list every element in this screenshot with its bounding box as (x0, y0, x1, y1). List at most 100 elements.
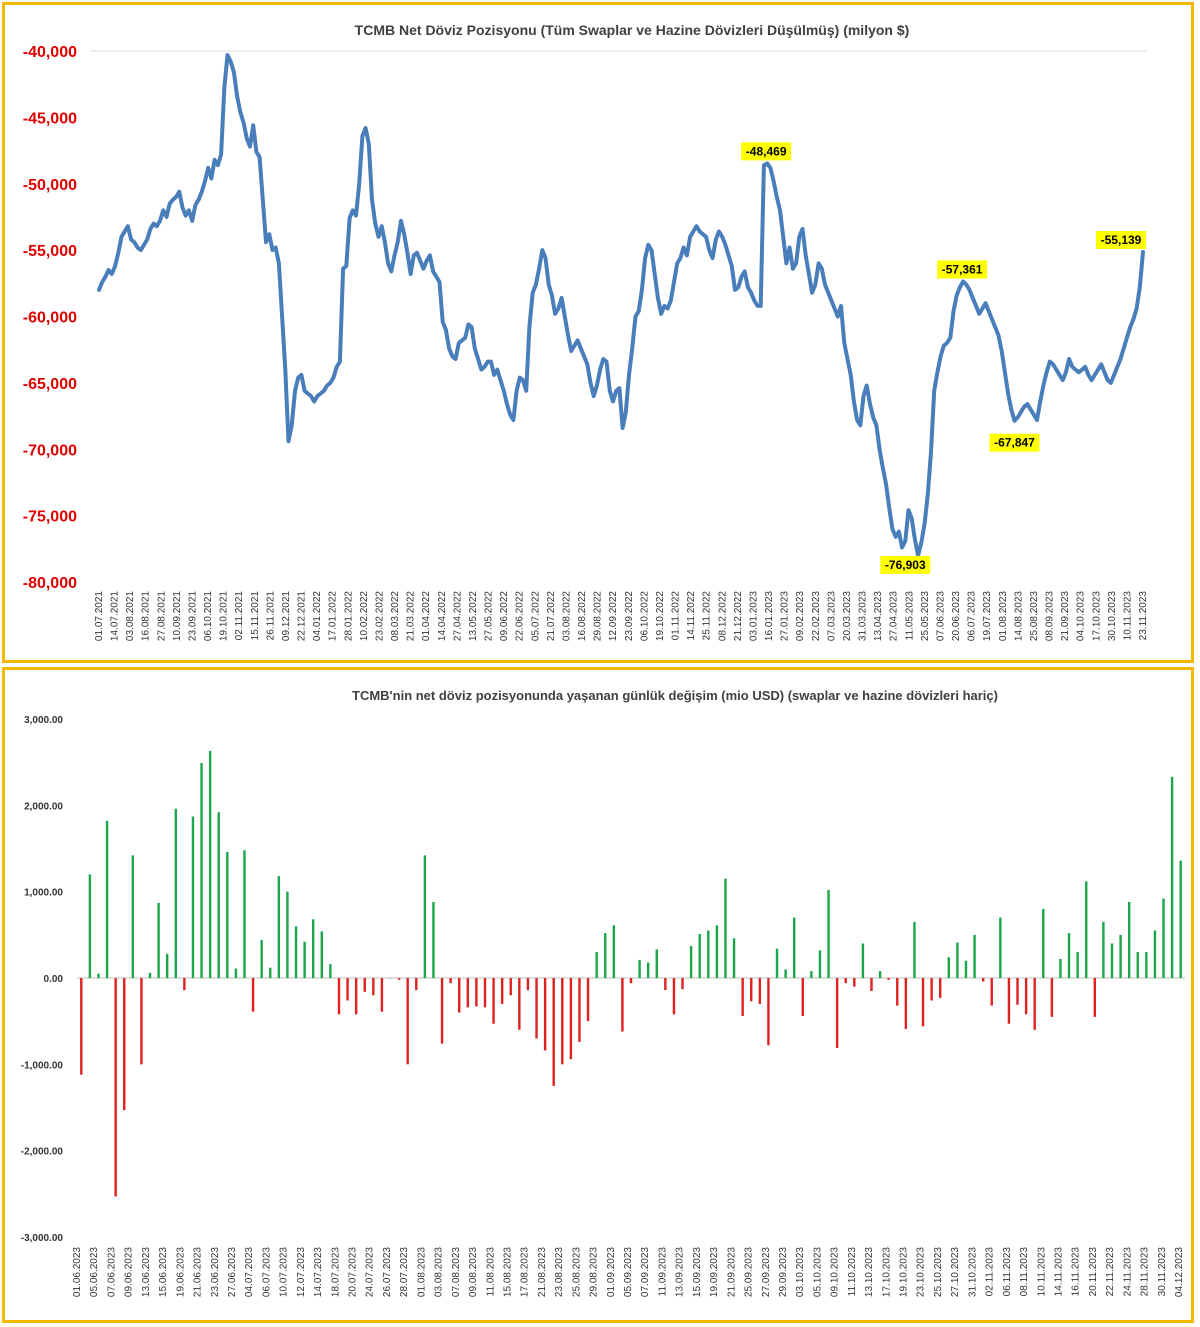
x-tick-label: 23.08.2023 (554, 1247, 565, 1297)
bar (835, 978, 839, 1048)
x-tick-label: 19.06.2023 (175, 1247, 186, 1297)
x-tick-label: 16.08.2021 (141, 591, 152, 641)
x-tick-label: 04.01.2022 (312, 591, 323, 641)
bar (1076, 952, 1079, 978)
x-tick-label: 13.05.2022 (468, 591, 479, 641)
bar (741, 978, 744, 1016)
x-tick-label: 23.02.2022 (374, 591, 385, 641)
x-tick-label: 09.06.2022 (499, 591, 510, 641)
y-tick-label: -65,000 (23, 376, 77, 393)
annotation-box (880, 555, 931, 574)
x-tick-label: 28.07.2023 (399, 1247, 410, 1297)
y-tick-label: -60,000 (23, 310, 77, 327)
bar (1102, 921, 1105, 978)
x-tick-label: 16.11.2023 (1071, 1247, 1082, 1297)
annotation: -48,469 (741, 142, 792, 161)
x-tick-label: 21.09.2023 (1060, 591, 1071, 641)
annotation-label: -57,361 (942, 262, 983, 276)
x-tick-label: 11.09.2023 (657, 1247, 668, 1297)
x-tick-label: 22.02.2023 (811, 591, 822, 641)
bar (492, 978, 495, 1024)
x-tick-label: 07.06.2023 (106, 1247, 117, 1297)
x-tick-label: 13.06.2023 (141, 1247, 152, 1297)
bar (243, 850, 246, 978)
x-tick-label: 30.10.2023 (1107, 591, 1118, 641)
x-tick-label: 03.08.2022 (561, 591, 572, 641)
bar (956, 942, 959, 978)
x-tick-label: 07.08.2023 (451, 1247, 462, 1297)
x-tick-label: 04.12.2023 (1174, 1247, 1185, 1297)
bar (827, 889, 830, 978)
series-line (97, 53, 1145, 558)
y-tick-label: -50,000 (23, 177, 77, 194)
annotation: -76,903 (880, 555, 931, 574)
x-tick-label: 14.04.2022 (437, 591, 448, 641)
bar (131, 855, 135, 978)
x-tick-label: 08.03.2022 (390, 591, 401, 641)
x-tick-label: 27.08.2021 (156, 591, 167, 641)
bar (509, 978, 512, 996)
y-tick-label: 3,000.00 (24, 715, 63, 726)
x-tick-label: 23.10.2023 (916, 1247, 927, 1297)
x-tick-label: 15.06.2023 (158, 1247, 169, 1297)
x-tick-label: 06.10.2021 (203, 591, 214, 641)
annotation-box (741, 142, 792, 161)
line-chart: TCMB Net Döviz Pozisyonu (Tüm Swaplar ve… (23, 22, 1149, 641)
bar (346, 978, 349, 1001)
y-tick-label: -45,000 (23, 110, 77, 127)
bar (114, 978, 117, 1197)
bar (1059, 959, 1062, 978)
bar (646, 962, 650, 978)
x-tick-label: 29.09.2023 (778, 1247, 789, 1297)
x-tick-label: 01.11.2022 (671, 591, 682, 641)
bar (552, 978, 555, 1086)
x-tick-label: 01.06.2023 (72, 1247, 83, 1297)
x-tick-label: 30.11.2023 (1157, 1247, 1168, 1297)
bar (1136, 952, 1139, 978)
x-tick-label: 03.08.2021 (125, 591, 136, 641)
x-tick-label: 15.11.2021 (250, 591, 261, 641)
x-tick-label: 31.03.2023 (858, 591, 869, 641)
bar (947, 957, 950, 978)
x-tick-label: 05.10.2023 (812, 1247, 823, 1297)
bar (672, 978, 676, 1015)
bar (1016, 978, 1019, 1005)
x-tick-label: 20.03.2023 (842, 591, 853, 641)
x-tick-label: 20.06.2023 (951, 591, 962, 641)
bar (483, 978, 487, 1008)
x-tick-label: 21.06.2023 (193, 1247, 204, 1297)
annotation-label: -55,139 (1101, 233, 1142, 247)
bar (732, 938, 736, 978)
y-tick-label: -1,000.00 (21, 1060, 64, 1071)
x-tick-label: 22.11.2023 (1105, 1247, 1116, 1297)
x-tick-label: 16.01.2023 (764, 591, 775, 641)
bar (458, 978, 461, 1013)
bar (80, 978, 83, 1075)
bar (312, 919, 315, 978)
x-tick-label: 27.05.2022 (484, 591, 495, 641)
x-tick-label: 28.01.2022 (343, 591, 354, 641)
x-tick-label: 29.08.2023 (589, 1247, 600, 1297)
bar (1153, 930, 1157, 978)
bar (183, 978, 186, 991)
bar (320, 931, 323, 978)
bar (1093, 978, 1097, 1017)
x-tick-label: 05.09.2023 (623, 1247, 634, 1297)
x-tick-label: 09.06.2023 (124, 1247, 135, 1297)
y-tick-label: 2,000.00 (24, 801, 63, 812)
y-tick-label: -2,000.00 (21, 1147, 64, 1158)
x-tick-label: 24.11.2023 (1122, 1247, 1133, 1297)
bar (896, 978, 899, 1006)
x-tick-label: 03.10.2023 (795, 1247, 806, 1297)
x-tick-label: 10.07.2023 (279, 1247, 290, 1297)
y-tick-label: 0.00 (44, 974, 64, 985)
bar (887, 978, 890, 980)
y-tick-label: -55,000 (23, 243, 77, 260)
bar (981, 978, 985, 982)
x-tick-label: 01.04.2022 (421, 591, 432, 641)
bar (518, 978, 521, 1030)
x-tick-label: 09.02.2023 (795, 591, 806, 641)
x-tick-label: 09.12.2021 (281, 591, 292, 641)
bar (990, 978, 993, 1006)
x-tick-label: 06.10.2022 (639, 591, 650, 641)
